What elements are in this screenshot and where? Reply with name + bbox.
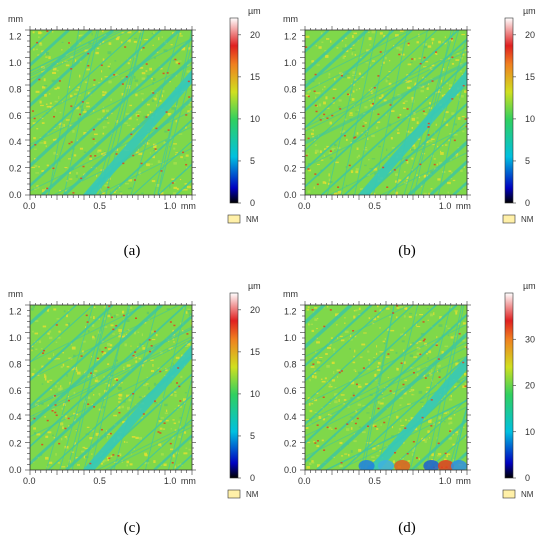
surface-map-b: mm 0.0 0.2 0.4 0.6 0.8 1.0 1.2 0.0 0.5 1.0 mm µm 0 5 10… [283, 6, 536, 224]
height-map [305, 30, 467, 195]
y-unit-label: mm [283, 14, 298, 24]
surface-map-c: mm 0.0 0.2 0.4 0.6 0.8 1.0 1.2 0.0 0.5 1.0 mm µm 0 5 10… [8, 281, 261, 499]
colorbar-unit-label: µm [248, 281, 261, 291]
y-tick-label: 0.8 [9, 84, 22, 94]
colorbar-tick-label: 20 [250, 305, 260, 315]
y-unit-label: mm [283, 289, 298, 299]
x-tick-label: 0.0 [298, 476, 311, 486]
colorbar-unit-label: µm [248, 6, 261, 16]
colorbar [504, 17, 514, 204]
colorbar-tick-label: 20 [250, 30, 260, 40]
colorbar [229, 17, 239, 204]
x-tick-label: 0.5 [368, 201, 381, 211]
panel-caption: (b) [398, 243, 416, 259]
y-tick-label: 0.4 [9, 412, 22, 422]
colorbar [229, 292, 239, 479]
y-tick-label: 0.6 [284, 111, 297, 121]
x-unit-label: mm [181, 476, 196, 486]
panel-caption: (d) [398, 520, 416, 536]
y-tick-label: 0.8 [284, 84, 297, 94]
nm-label: NM [246, 490, 259, 499]
x-tick-label: 0.5 [93, 201, 106, 211]
colorbar-tick-label: 10 [250, 114, 260, 124]
colorbar-tick-label: 0 [250, 198, 255, 208]
colorbar-tick-label: 0 [250, 473, 255, 483]
colorbar-tick-label: 30 [525, 334, 535, 344]
colorbar-tick-label: 20 [525, 381, 535, 391]
y-tick-label: 0.4 [9, 137, 22, 147]
x-unit-label: mm [181, 201, 196, 211]
x-tick-label: 0.0 [298, 201, 311, 211]
x-tick-label: 1.0 [439, 476, 452, 486]
nm-label: NM [521, 215, 534, 224]
y-tick-label: 1.0 [284, 333, 297, 343]
y-tick-label: 1.0 [9, 58, 22, 68]
y-tick-label: 0.8 [9, 359, 22, 369]
x-unit-label: mm [456, 201, 471, 211]
colorbar-tick-label: 20 [525, 30, 535, 40]
x-tick-label: 1.0 [164, 201, 177, 211]
colorbar-tick-label: 10 [525, 427, 535, 437]
x-tick-label: 0.5 [93, 476, 106, 486]
y-tick-label: 0.4 [284, 137, 297, 147]
nm-swatch [502, 214, 516, 224]
x-tick-label: 1.0 [439, 201, 452, 211]
surface-map-a: mm 0.0 0.2 0.4 0.6 0.8 1.0 1.2 0.0 0.5 1.0 mm µm 0 5 10… [8, 6, 261, 224]
x-tick-label: 0.0 [23, 201, 36, 211]
nm-swatch [227, 489, 241, 499]
panel-caption: (a) [123, 243, 141, 259]
nm-label: NM [246, 215, 259, 224]
y-tick-label: 1.2 [284, 32, 297, 42]
panel-caption: (c) [123, 520, 141, 536]
height-map [30, 30, 192, 195]
nm-swatch [227, 214, 241, 224]
x-tick-label: 0.5 [368, 476, 381, 486]
colorbar-tick-label: 15 [250, 72, 260, 82]
height-map [305, 305, 467, 470]
y-tick-label: 1.0 [284, 58, 297, 68]
y-tick-label: 0.2 [284, 164, 297, 174]
y-tick-label: 0.0 [284, 465, 297, 475]
colorbar-tick-label: 15 [250, 347, 260, 357]
y-tick-label: 1.2 [9, 32, 22, 42]
y-tick-label: 1.0 [9, 333, 22, 343]
y-tick-label: 0.2 [9, 439, 22, 449]
y-tick-label: 0.0 [284, 190, 297, 200]
panel-d: mm 0.0 0.2 0.4 0.6 0.8 1.0 1.2 0.0 0.5 1.0 mm µm 0 10 2… [275, 275, 550, 545]
colorbar-unit-label: µm [523, 6, 536, 16]
surface-map-d: mm 0.0 0.2 0.4 0.6 0.8 1.0 1.2 0.0 0.5 1.0 mm µm 0 10 2… [283, 281, 536, 499]
colorbar-tick-label: 5 [250, 431, 255, 441]
colorbar-tick-label: 15 [525, 72, 535, 82]
colorbar-tick-label: 5 [250, 156, 255, 166]
colorbar-tick-label: 0 [525, 198, 530, 208]
panel-c: mm 0.0 0.2 0.4 0.6 0.8 1.0 1.2 0.0 0.5 1.0 mm µm 0 5 10… [0, 275, 275, 545]
y-unit-label: mm [8, 289, 23, 299]
x-tick-label: 0.0 [23, 476, 36, 486]
y-tick-label: 0.6 [9, 386, 22, 396]
colorbar [504, 292, 514, 479]
y-tick-label: 0.2 [9, 164, 22, 174]
colorbar-tick-label: 0 [525, 473, 530, 483]
x-tick-label: 1.0 [164, 476, 177, 486]
y-tick-label: 0.6 [284, 386, 297, 396]
colorbar-tick-label: 10 [250, 389, 260, 399]
y-tick-label: 0.6 [9, 111, 22, 121]
y-tick-label: 1.2 [9, 307, 22, 317]
y-unit-label: mm [8, 14, 23, 24]
panel-b: mm 0.0 0.2 0.4 0.6 0.8 1.0 1.2 0.0 0.5 1.0 mm µm 0 5 10… [275, 0, 550, 270]
y-tick-label: 0.2 [284, 439, 297, 449]
panel-a: mm 0.0 0.2 0.4 0.6 0.8 1.0 1.2 0.0 0.5 1.0 mm µm 0 5 10… [0, 0, 275, 270]
colorbar-unit-label: µm [523, 281, 536, 291]
y-tick-label: 1.2 [284, 307, 297, 317]
x-unit-label: mm [456, 476, 471, 486]
y-tick-label: 0.4 [284, 412, 297, 422]
colorbar-tick-label: 5 [525, 156, 530, 166]
y-tick-label: 0.0 [9, 465, 22, 475]
height-map [30, 305, 192, 470]
y-tick-label: 0.0 [9, 190, 22, 200]
y-tick-label: 0.8 [284, 359, 297, 369]
nm-label: NM [521, 490, 534, 499]
nm-swatch [502, 489, 516, 499]
colorbar-tick-label: 10 [525, 114, 535, 124]
